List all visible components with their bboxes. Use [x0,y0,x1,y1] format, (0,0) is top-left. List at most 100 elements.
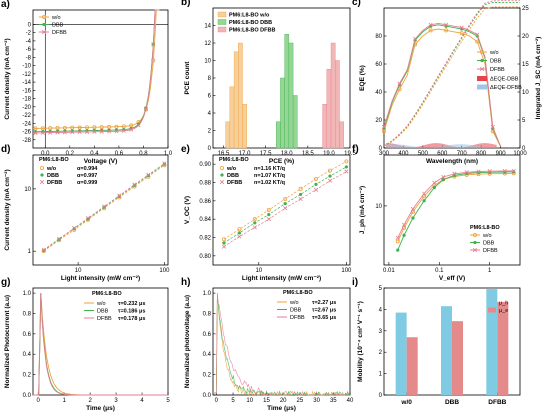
b-hist-bar [288,42,294,149]
c-panel-label: c) [352,0,361,8]
b-hist-bar [238,42,243,149]
e-legend-n: n=1.16 KT/q [254,166,285,172]
i-mobility-bar [452,321,463,395]
f-legend-marker [472,232,477,237]
e-fit-line-w/o [223,161,347,240]
c-delta-eqe-dfbb-bar [489,147,491,148]
h-legend-label: DFBB [290,315,305,321]
c-delta-eqe-dbb-bar [486,143,488,148]
h-panel-label: h) [181,277,190,288]
e-data-point [298,186,303,191]
g-legend-tau: τ=0.186 μs [118,309,145,315]
a-jv-point [114,129,119,134]
c-legend-swatch [477,76,487,81]
a-jv-point [129,127,134,132]
c-delta-eqe-dfbb-bar [482,146,484,148]
g-x-tick-label: 5 [166,398,170,404]
i-legend-swatch [488,307,496,313]
c-delta-eqe-dfbb-bar [389,144,391,148]
c-legend-marker [479,50,484,55]
d-data-point [72,225,77,231]
c-delta-eqe-dbb-bar [424,144,426,148]
a-y-tick-label: -6 [26,47,32,53]
e-data-point [221,244,227,249]
a-jv-point [48,126,53,131]
i-mobility-bar [486,289,498,395]
e-data-point [344,159,349,164]
b-x-tick-label: 19.0 [323,151,335,157]
d-legend-title: PM6:L8-BO [39,157,69,163]
c-delta-eqe-dbb-bar [441,143,444,148]
c-delta-eqe-dfbb-bar [418,147,420,148]
c-delta-eqe-dfbb-bar [469,144,472,148]
c-delta-eqe-dfbb-bar [441,146,444,148]
g-x-tick-label: 2 [88,398,92,404]
d-data-point [117,194,121,198]
f-legend-label: DBB [483,241,495,247]
b-hist-bar [276,121,281,149]
c-delta-eqe-dfbb-bar [433,147,435,148]
e-y-tick-label: 0.82 [199,236,211,242]
d-data-point [132,182,137,187]
a-jv-point [107,124,112,129]
c-delta-eqe-dfbb-bar [445,145,447,148]
c-delta-eqe-dbb-bar [427,144,430,148]
e-legend-name: DFBB [227,180,242,186]
b-hist-bar [326,69,332,149]
g-legend-label: w/o [96,301,106,307]
c-delta-eqe-dbb-bar [422,145,424,148]
f-data-point [422,199,426,203]
a-y-tick-label: -14 [22,80,31,86]
b-y-tick-label: 12 [204,41,211,47]
c-delta-eqe-dbb-bar [483,143,486,148]
e-data-point [267,212,271,217]
b-panel-label: b) [181,0,190,8]
e-data-point [327,168,332,173]
c-delta-eqe-dbb-bar [439,143,441,148]
e-data-point [313,187,319,192]
d-data-point [146,172,151,177]
d-data-point [117,193,122,198]
a-jv-point [62,130,67,135]
e-legend-name: w/o [226,166,237,172]
f-data-point [396,248,400,252]
a-legend-marker [42,22,46,27]
a-jv-point [143,106,148,111]
c-y-tick-label: 0 [379,146,383,152]
c-delta-eqe-dbb-bar [423,145,425,148]
h-tpv-curve-DBB [213,293,350,397]
c-delta-eqe-dfbb-bar [473,145,475,148]
f-legend-title: PM6:L8-BO [470,225,500,231]
c-delta-eqe-dfbb-bar [405,145,407,148]
g-legend-title: PM6:L8-BO [92,291,122,297]
e-data-point [253,221,257,225]
e-data-point [252,217,257,222]
f-panel-label: f) [352,144,359,155]
c-delta-eqe-dfbb-bar [430,147,432,148]
c-delta-eqe-dfbb-bar [450,144,452,148]
c-delta-eqe-dbb-bar [437,143,439,148]
i-legend-swatch [488,300,496,305]
c-delta-eqe-dfbb-bar [485,147,487,148]
f-data-point [476,169,481,174]
f-legend-label: DFBB [483,248,498,254]
c-delta-eqe-dfbb-bar [410,146,412,148]
c-legend-label: w/o [489,50,499,56]
c-delta-eqe-dfbb-bar [434,147,437,148]
h-y-tick-label: 0.4 [203,352,212,358]
a-x-tick-label: 0.4 [90,151,99,157]
h-legend-title: PM6:L8-BO [283,290,313,296]
a-x-tick-label: 0.2 [66,151,75,157]
f-data-point [432,180,437,185]
b-x-tick-label: 16.5 [218,151,230,157]
c-eqe-point [444,28,449,33]
c-delta-eqe-dfbb-bar [481,146,483,148]
a-jv-point [70,130,75,135]
i-legend-label: μ_e [499,308,508,314]
c-delta-eqe-dbb-bar [438,143,440,148]
i-y-tick-label: 1 [379,372,383,378]
e-data-point [237,231,241,235]
c-delta-eqe-dfbb-bar [439,146,441,148]
g-x-axis-label: Time (μs) [86,405,115,412]
d-legend-alpha: α=0.999 [77,180,97,186]
